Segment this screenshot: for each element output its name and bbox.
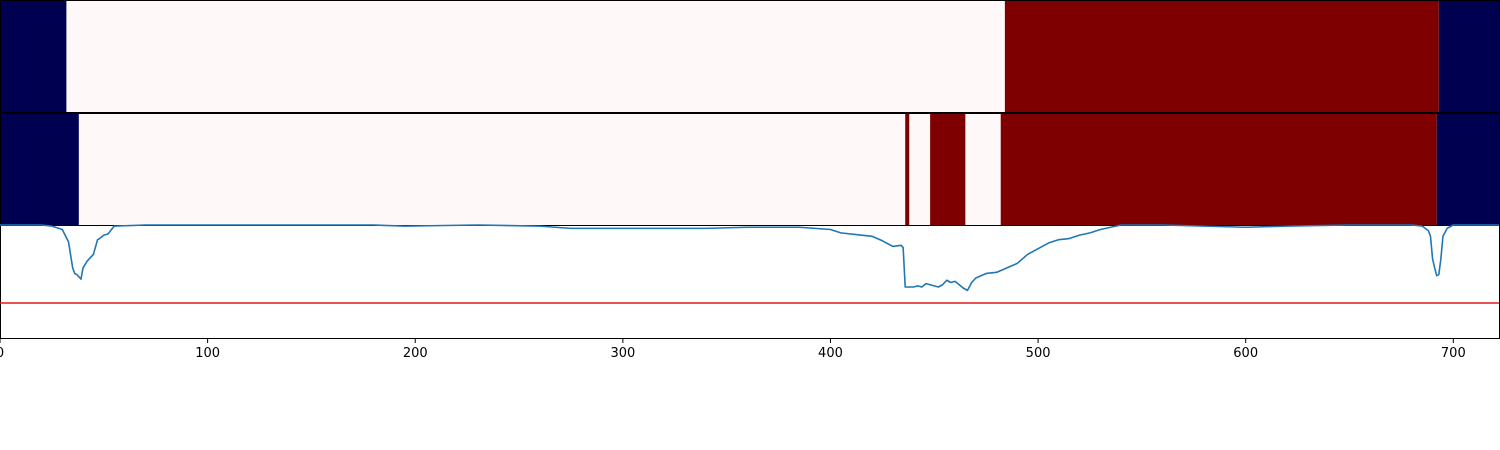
heatmap-row-2-segment-3 <box>905 113 910 225</box>
heatmap-row-1-segment-2 <box>66 0 1005 112</box>
x-axis: 0 100 200 300 400 500 600 700 <box>0 338 1466 361</box>
heatmap-row-2-segment-7 <box>1000 113 1437 225</box>
line-panel-frame <box>0 225 1500 339</box>
x-tick-label-100: 100 <box>195 346 220 361</box>
heatmap-row-2-segment-5 <box>930 113 966 225</box>
heatmap-row-2-segment-6 <box>965 113 1001 225</box>
line-panel <box>0 224 1500 339</box>
heatmap-row-1-segment-3 <box>1004 0 1439 112</box>
series-line-1 <box>0 224 1499 292</box>
heatmap-row-2-segment-4 <box>909 113 931 225</box>
heatmap-strips <box>0 0 1500 226</box>
x-tick-label-500: 500 <box>1026 346 1051 361</box>
x-tick-label-700: 700 <box>1441 346 1466 361</box>
x-tick-label-400: 400 <box>818 346 843 361</box>
heatmap-row-1-segment-4 <box>1438 0 1499 112</box>
heatmap-row-2-segment-2 <box>78 113 906 225</box>
x-tick-label-200: 200 <box>403 346 428 361</box>
heatmap-row-2-segment-1 <box>0 113 79 225</box>
x-tick-label-300: 300 <box>610 346 635 361</box>
x-tick-label-600: 600 <box>1233 346 1258 361</box>
heatmap-row-2-segment-8 <box>1436 113 1499 225</box>
x-tick-label-0: 0 <box>0 346 4 361</box>
heatmap-row-1-segment-1 <box>0 0 67 112</box>
